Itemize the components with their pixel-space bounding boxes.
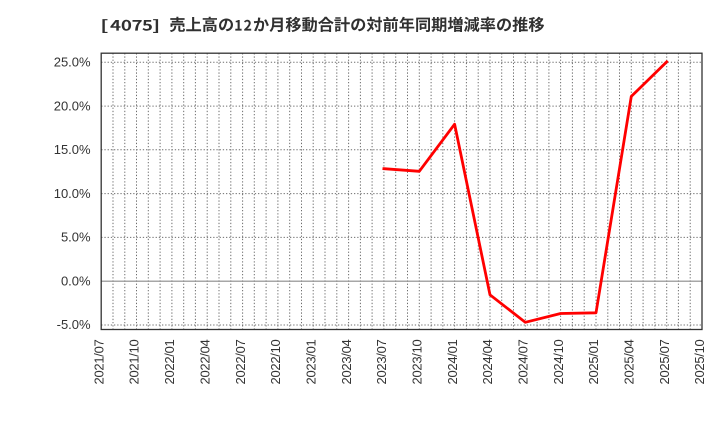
svg-text:2024/01: 2024/01 bbox=[445, 339, 460, 384]
svg-text:10.0%: 10.0% bbox=[54, 186, 91, 201]
svg-text:2025/01: 2025/01 bbox=[586, 339, 601, 384]
svg-text:2023/04: 2023/04 bbox=[339, 339, 354, 384]
svg-text:20.0%: 20.0% bbox=[54, 98, 91, 113]
svg-text:25.0%: 25.0% bbox=[54, 55, 91, 70]
svg-text:2024/07: 2024/07 bbox=[516, 339, 531, 384]
svg-text:2024/04: 2024/04 bbox=[480, 339, 495, 384]
svg-text:-5.0%: -5.0% bbox=[57, 317, 91, 332]
svg-text:2021/07: 2021/07 bbox=[91, 339, 106, 384]
svg-text:2022/04: 2022/04 bbox=[197, 339, 212, 384]
svg-text:2025/04: 2025/04 bbox=[622, 339, 637, 384]
svg-text:2021/10: 2021/10 bbox=[127, 339, 142, 384]
svg-text:2024/10: 2024/10 bbox=[551, 339, 566, 384]
svg-text:2022/01: 2022/01 bbox=[162, 339, 177, 384]
svg-text:2025/07: 2025/07 bbox=[657, 339, 672, 384]
svg-text:2025/10: 2025/10 bbox=[692, 339, 707, 384]
svg-text:2023/07: 2023/07 bbox=[374, 339, 389, 384]
svg-text:0.0%: 0.0% bbox=[61, 273, 91, 288]
svg-text:2023/10: 2023/10 bbox=[410, 339, 425, 384]
svg-text:2023/01: 2023/01 bbox=[303, 339, 318, 384]
svg-text:15.0%: 15.0% bbox=[54, 142, 91, 157]
svg-text:5.0%: 5.0% bbox=[61, 230, 91, 245]
svg-text:2022/10: 2022/10 bbox=[268, 339, 283, 384]
svg-text:2022/07: 2022/07 bbox=[233, 339, 248, 384]
